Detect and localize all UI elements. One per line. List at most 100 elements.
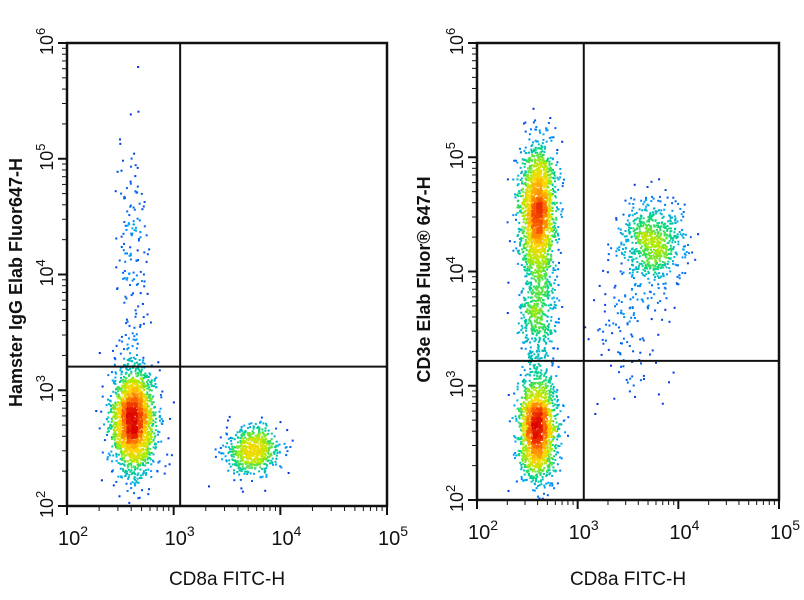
event-dot bbox=[133, 278, 135, 281]
event-dot bbox=[625, 378, 628, 381]
event-dot bbox=[551, 158, 554, 161]
event-dot bbox=[265, 467, 268, 470]
event-dot bbox=[538, 377, 541, 380]
event-dot bbox=[543, 484, 546, 487]
event-dot bbox=[632, 269, 635, 271]
event-dot bbox=[559, 469, 562, 472]
event-dot bbox=[535, 292, 538, 295]
event-dot bbox=[148, 427, 151, 430]
event-dot bbox=[146, 385, 148, 387]
event-dot bbox=[146, 253, 149, 256]
event-dot bbox=[657, 333, 660, 336]
event-dot bbox=[228, 462, 231, 465]
event-dot bbox=[246, 451, 249, 453]
event-dot bbox=[663, 255, 666, 258]
event-dot bbox=[526, 310, 529, 313]
event-dot bbox=[519, 147, 521, 150]
event-dot bbox=[129, 367, 131, 370]
event-dot bbox=[142, 421, 145, 424]
event-dot bbox=[552, 261, 555, 264]
event-dot bbox=[130, 157, 133, 160]
event-dot bbox=[554, 321, 557, 323]
event-dot bbox=[645, 253, 648, 256]
event-dot bbox=[138, 441, 141, 444]
event-dot bbox=[514, 159, 517, 162]
event-dot bbox=[520, 304, 522, 307]
event-dot bbox=[543, 313, 546, 316]
event-dot bbox=[115, 392, 118, 395]
event-dot bbox=[134, 382, 137, 385]
event-dot bbox=[149, 395, 152, 397]
event-dot bbox=[136, 217, 139, 220]
event-dot bbox=[119, 428, 122, 430]
event-dot bbox=[556, 297, 559, 300]
event-dot bbox=[121, 378, 124, 381]
event-dot bbox=[523, 227, 526, 230]
event-dot bbox=[134, 309, 137, 312]
event-dot bbox=[633, 213, 636, 215]
event-dot bbox=[532, 364, 535, 367]
event-dot bbox=[556, 398, 559, 401]
event-dot bbox=[114, 416, 117, 419]
event-dot bbox=[126, 420, 129, 423]
event-dot bbox=[123, 429, 126, 432]
event-dot bbox=[118, 435, 121, 438]
event-dot bbox=[140, 448, 143, 451]
event-dot bbox=[633, 198, 636, 201]
event-dot bbox=[531, 159, 533, 162]
event-dot bbox=[124, 388, 127, 391]
event-dot bbox=[124, 334, 127, 336]
event-dot bbox=[133, 483, 136, 486]
event-dot bbox=[538, 384, 541, 387]
event-dot bbox=[605, 323, 608, 326]
event-dot bbox=[150, 421, 153, 424]
event-dot bbox=[530, 314, 533, 317]
event-dot bbox=[137, 66, 140, 68]
event-dot bbox=[534, 330, 537, 333]
event-dot bbox=[149, 419, 152, 422]
event-dot bbox=[546, 385, 549, 388]
event-dot bbox=[137, 450, 140, 453]
event-dot bbox=[639, 247, 642, 249]
event-dot bbox=[143, 373, 145, 376]
event-dot bbox=[530, 282, 532, 285]
event-dot bbox=[538, 129, 541, 132]
event-dot bbox=[128, 337, 130, 340]
event-dot bbox=[251, 454, 254, 457]
event-dot bbox=[150, 416, 153, 419]
event-dot bbox=[228, 459, 231, 462]
event-dot bbox=[260, 476, 263, 479]
event-dot bbox=[142, 273, 145, 276]
event-dot bbox=[670, 250, 673, 253]
event-dot bbox=[633, 222, 636, 225]
event-dot bbox=[650, 248, 653, 251]
event-dot bbox=[129, 254, 132, 257]
event-dot bbox=[537, 332, 540, 335]
event-dot bbox=[660, 209, 663, 212]
event-dot bbox=[150, 389, 153, 392]
event-dot bbox=[632, 202, 635, 205]
event-dot bbox=[144, 452, 147, 455]
event-dot bbox=[522, 479, 525, 482]
event-dot bbox=[531, 330, 534, 333]
event-dot bbox=[625, 240, 628, 243]
event-dot bbox=[669, 215, 672, 218]
event-dot bbox=[147, 450, 150, 453]
event-dot bbox=[655, 224, 658, 227]
event-dot bbox=[522, 173, 525, 176]
event-dot bbox=[220, 452, 223, 455]
event-dot bbox=[631, 260, 634, 263]
event-dot bbox=[133, 152, 136, 155]
event-dot bbox=[264, 450, 267, 453]
event-dot bbox=[638, 262, 641, 265]
event-dot bbox=[548, 379, 551, 382]
event-dot bbox=[521, 229, 524, 232]
event-dot bbox=[143, 414, 146, 417]
event-dot bbox=[116, 424, 119, 427]
event-dot bbox=[668, 235, 671, 238]
event-dot bbox=[241, 463, 244, 466]
event-dot bbox=[535, 370, 537, 373]
event-dot bbox=[140, 477, 143, 480]
event-dot bbox=[525, 253, 528, 256]
event-dot bbox=[656, 301, 659, 304]
